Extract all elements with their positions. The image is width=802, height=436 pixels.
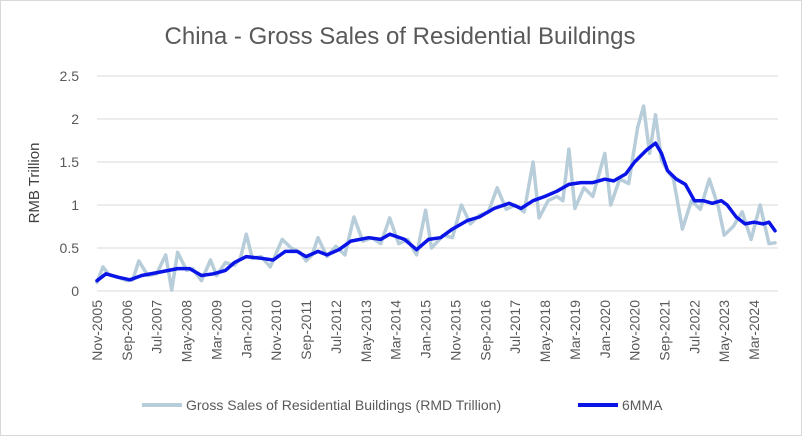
legend-label: Gross Sales of Residential Buildings (RM…: [186, 397, 501, 413]
x-tick-label: Nov-2005: [89, 300, 105, 361]
x-tick-label: Mar-2024: [746, 300, 762, 360]
y-tick-label: 1.5: [60, 154, 80, 170]
x-tick-label: Mar-2009: [208, 300, 224, 360]
series-raw-line: [95, 104, 777, 292]
x-tick-label: Mar-2019: [567, 300, 583, 360]
x-tick-labels: Nov-2005 Sep-2006 Jul-2007 May-2008 Mar-2009…: [89, 300, 762, 362]
x-tick-label: Mar-2014: [388, 300, 404, 360]
series-6mma-line: [95, 141, 777, 283]
y-tick-labels: 0 0.5 1 1.5 2 2.5: [60, 68, 80, 299]
x-tick-label: Jan-2010: [238, 300, 254, 359]
x-tick-label: Nov-2010: [268, 300, 284, 361]
x-tick-label: May-2013: [358, 300, 374, 362]
y-tick-label: 0: [71, 283, 79, 299]
x-tick-label: Sep-2011: [298, 300, 314, 360]
y-tick-label: 0.5: [60, 240, 80, 256]
x-tick-label: Nov-2015: [447, 300, 463, 361]
chart-title: China - Gross Sales of Residential Build…: [165, 23, 636, 50]
y-tick-label: 2.5: [60, 68, 80, 84]
x-tick-label: Jul-2007: [149, 300, 165, 354]
x-tick-label: May-2018: [537, 300, 553, 362]
x-tick-label: Nov-2020: [627, 300, 643, 361]
y-tick-label: 1: [71, 197, 79, 213]
legend: Gross Sales of Residential Buildings (RM…: [142, 397, 663, 413]
y-axis-title: RMB Trillion: [26, 143, 43, 224]
x-tick-label: Jul-2017: [507, 300, 523, 354]
x-tick-label: Jan-2020: [597, 300, 613, 359]
x-tick-label: Sep-2006: [119, 300, 135, 361]
x-tick-label: Jul-2012: [328, 300, 344, 354]
series-lines: [95, 104, 777, 292]
x-tick-label: May-2008: [179, 300, 195, 362]
x-tick-label: Jul-2022: [686, 300, 702, 354]
x-tick-label: Sep-2016: [477, 300, 493, 361]
x-tick-label: Sep-2021: [657, 300, 673, 361]
y-tick-label: 2: [71, 111, 79, 127]
legend-label: 6MMA: [622, 397, 663, 413]
x-tick-label: May-2023: [716, 300, 732, 362]
x-tick-label: Jan-2015: [418, 300, 434, 359]
